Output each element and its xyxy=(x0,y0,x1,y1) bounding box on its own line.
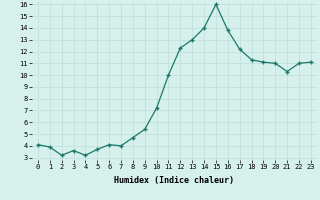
X-axis label: Humidex (Indice chaleur): Humidex (Indice chaleur) xyxy=(115,176,234,185)
